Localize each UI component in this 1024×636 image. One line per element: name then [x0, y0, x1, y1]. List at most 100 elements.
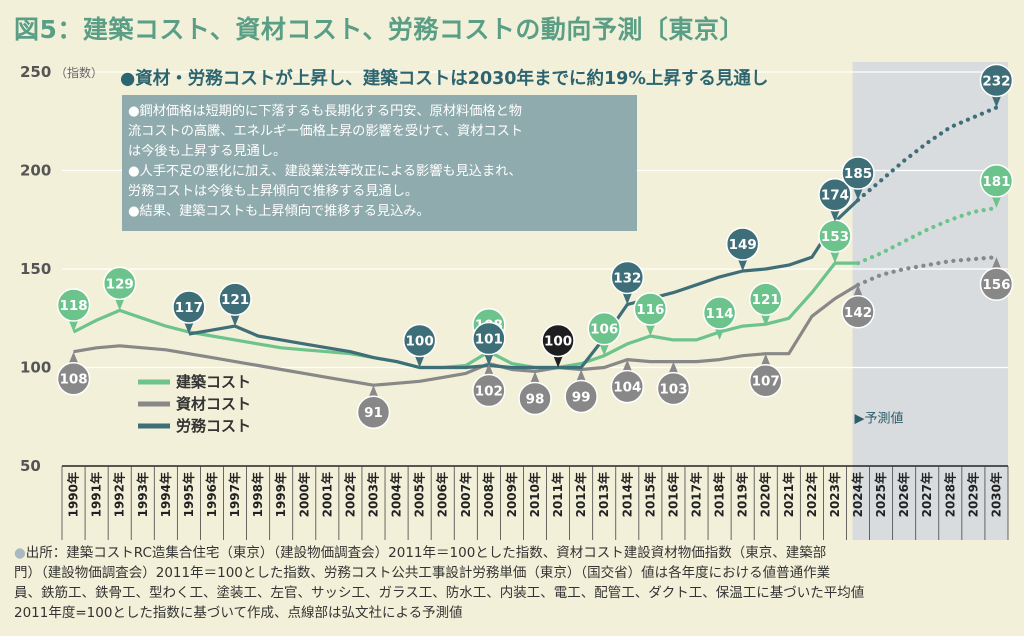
- data-label-3: [610, 260, 645, 295]
- chart-title: 図5：建築コスト、資材コスト、労務コストの動向予測〔東京〕: [14, 15, 745, 44]
- x-tick-label: 2004年: [389, 472, 404, 517]
- data-label-3: [172, 290, 206, 324]
- data-label-3: [979, 63, 1014, 98]
- data-label-2-text: 107: [752, 374, 780, 390]
- data-label-2-text: 103: [659, 382, 687, 398]
- data-label-3-text: 101: [475, 332, 503, 348]
- base-data-label: [541, 323, 575, 358]
- footnote-line-1: 出所：建築コストRC造集合住宅（東京）（建設物価調査会）2011年＝100とした…: [25, 545, 827, 561]
- notes-box: [122, 95, 637, 231]
- data-label-1: [979, 164, 1014, 198]
- x-tick-label: 2026年: [896, 472, 911, 517]
- data-label-1: [702, 296, 737, 330]
- footnote-line-4: 2011年度=100とした指数に基づいて作成、点線部は弘文社による予測値: [14, 605, 463, 621]
- forecast-label: ▶予測値: [854, 411, 903, 427]
- series-line-2: [73, 283, 859, 387]
- x-tick-label: 1991年: [89, 472, 104, 517]
- x-tick-label: 1998年: [250, 472, 265, 517]
- x-tick-label: 2001年: [319, 472, 334, 517]
- y-tick-label: 200: [20, 162, 51, 180]
- data-label-3-text: 149: [729, 237, 757, 253]
- x-tick-label: 2014年: [619, 472, 634, 517]
- data-label-3: [841, 156, 875, 190]
- notes-line: ●鋼材価格は短期的に下落するも長期化する円安、原材料価格と物: [128, 103, 522, 119]
- data-label-3-text: 121: [221, 292, 249, 308]
- data-label-2-text: 108: [59, 372, 87, 388]
- chart: 50 100 150 200 250 （指数） 1990年 1991年 1992年 1993年 19…: [20, 62, 1014, 540]
- data-label-1-text: 116: [636, 302, 664, 318]
- footnote-line-2: 門）（建設物価調査会）2011年＝100とした指数、労務コスト公共工事設計労務単…: [14, 565, 831, 581]
- data-label-3-text: 185: [844, 166, 872, 182]
- x-tick-label: 2019年: [735, 472, 750, 517]
- y-tick-label: 250: [20, 63, 51, 81]
- x-tick-label: 2018年: [712, 472, 727, 517]
- x-tick-label: 2022年: [804, 472, 819, 517]
- notes-line: 労務コストは今後も上昇傾向で推移する見通し。: [128, 183, 418, 199]
- data-label-2: [841, 295, 875, 329]
- data-label-3-text: 100: [406, 334, 434, 350]
- legend-label: 労務コスト: [176, 417, 251, 435]
- y-tick-label: 150: [20, 260, 51, 278]
- x-tick-label: 1992年: [112, 472, 127, 517]
- data-label-3: [725, 227, 760, 261]
- x-tick-label: 1990年: [66, 472, 81, 517]
- y-tick-label: 100: [20, 359, 51, 377]
- x-tick-label: 2013年: [596, 472, 611, 517]
- series-line-3: [188, 198, 860, 370]
- x-tick-label: 2027年: [919, 472, 934, 517]
- data-label-3: [818, 177, 852, 212]
- data-label-2-text: 91: [364, 405, 383, 421]
- notes-line: ●結果、建築コストも上昇傾向で推移する見込み。: [128, 203, 430, 219]
- data-label-1-text: 106: [590, 322, 618, 338]
- data-label-3-text: 132: [613, 270, 641, 286]
- data-label-3: [472, 321, 506, 356]
- x-tick-label: 2030年: [988, 472, 1003, 517]
- data-label-1-text: 153: [821, 229, 849, 245]
- x-tick-label: 1994年: [158, 472, 173, 517]
- data-label-1: [633, 292, 668, 326]
- data-label-2-text: 104: [613, 380, 641, 396]
- x-tick-label: 1997年: [227, 472, 242, 517]
- notes-line: は今後も上昇する見通し。: [128, 143, 286, 159]
- data-label-3: [402, 323, 437, 358]
- data-label-2: [56, 361, 91, 396]
- data-label-2: [656, 371, 691, 406]
- data-label-2: [610, 369, 645, 404]
- x-tick-label: 1999年: [273, 472, 288, 517]
- data-label-1: [748, 282, 783, 316]
- data-label-2: [356, 395, 391, 429]
- data-label-1-text: 114: [705, 306, 733, 322]
- x-tick-label: 2002年: [342, 472, 357, 517]
- legend-label: 建築コスト: [176, 373, 251, 391]
- x-tick-label: 1996年: [204, 472, 219, 517]
- x-tick-label: 2011年: [550, 472, 565, 517]
- x-tick-label: 2016年: [665, 472, 680, 517]
- unit-label: （指数）: [55, 65, 103, 80]
- data-label-1: [587, 311, 621, 346]
- x-tick-label: 2015年: [642, 472, 657, 517]
- data-label-1-text: 121: [752, 292, 780, 308]
- x-tick-label: 2021年: [781, 472, 796, 517]
- data-label-2-text: 156: [982, 277, 1010, 293]
- data-label-2-text: 98: [526, 391, 545, 407]
- x-tick-label: 2024年: [850, 472, 865, 517]
- data-label-1-text: 181: [982, 174, 1010, 190]
- x-tick-label: 2008年: [481, 472, 496, 517]
- x-tick-label: 2025年: [873, 472, 888, 517]
- data-label-2: [472, 373, 506, 408]
- data-label-2: [979, 267, 1014, 301]
- series-forecast-3: [855, 105, 999, 203]
- legend-label: 資材コスト: [176, 395, 251, 413]
- data-label-1-text: 118: [59, 298, 87, 314]
- data-label-2-text: 102: [475, 384, 503, 400]
- notes-line: 流コストの高騰、エネルギー価格上昇の影響を受けて、資材コスト: [128, 122, 523, 139]
- data-label-3: [218, 282, 252, 316]
- notes-line: ●人手不足の悪化に加え、建設業法等改正による影響も見込まれ、: [128, 162, 522, 179]
- x-tick-label: 2005年: [412, 472, 427, 517]
- x-tick-label: 2006年: [435, 472, 450, 517]
- x-tick-label: 2010年: [527, 472, 542, 517]
- x-tick-label: 1993年: [135, 472, 150, 517]
- x-tick-label: 2017年: [689, 472, 704, 517]
- y-tick-label: 50: [20, 457, 41, 475]
- data-label-3-text: 174: [821, 188, 849, 204]
